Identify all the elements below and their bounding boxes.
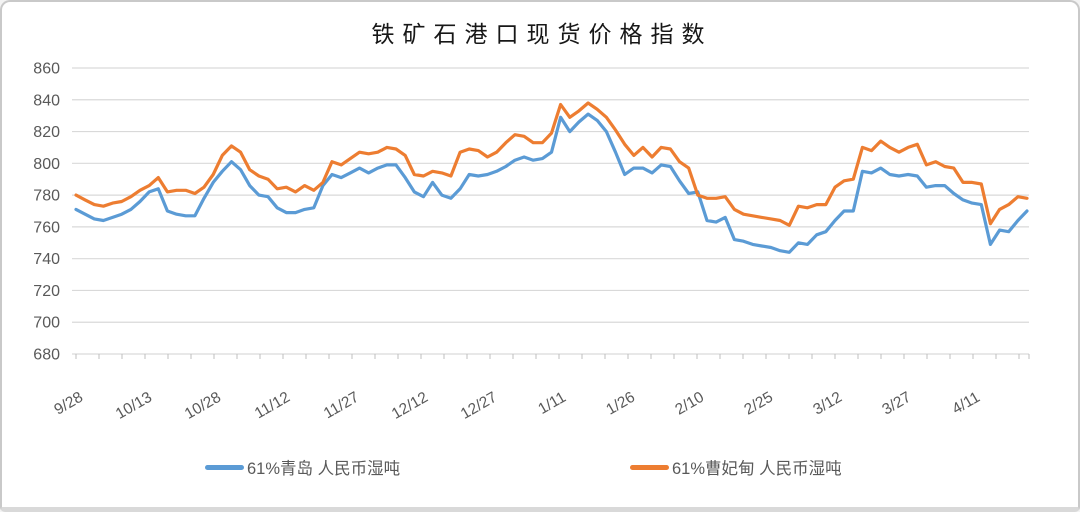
y-tick-label: 820 (33, 124, 60, 141)
x-axis-labels: 9/28 10/13 10/28 11/12 11/27 12/12 12/27 1/11 1/… (51, 389, 983, 423)
y-tick-label: 780 (33, 188, 60, 205)
x-tick-label: 12/12 (389, 389, 431, 423)
legend-item-caofeidian: 61%曹妃甸 人民币湿吨 (630, 454, 842, 480)
y-tick-label: 760 (33, 219, 60, 236)
x-tick-label: 11/27 (321, 389, 362, 423)
legend-label-qingdao: 61%青岛 人民币湿吨 (247, 460, 401, 478)
series-line-qingdao (74, 112, 1029, 254)
chart-title: 铁矿石港口现货价格指数 (371, 22, 713, 47)
legend-label-caofeidian: 61%曹妃甸 人民币湿吨 (672, 460, 842, 478)
x-tick-label: 4/11 (949, 389, 983, 418)
y-tick-label: 700 (33, 315, 60, 332)
legend-item-qingdao: 61%青岛 人民币湿吨 (205, 454, 400, 480)
gridlines (72, 67, 1029, 355)
y-tick-label: 800 (33, 156, 60, 173)
y-tick-label: 860 (33, 61, 60, 78)
qingdao-series-swatch (205, 464, 244, 470)
x-tick-label: 11/12 (252, 389, 293, 423)
y-tick-label: 720 (33, 283, 60, 300)
y-tick-label: 840 (33, 92, 60, 109)
x-tick-label: 1/11 (535, 389, 569, 418)
x-tick-label: 2/10 (672, 389, 707, 419)
x-tick-label: 12/27 (458, 389, 500, 423)
x-tick-label: 9/28 (51, 389, 86, 419)
chart-legend: 61%青岛 人民币湿吨 61%曹妃甸 人民币湿吨 (2, 454, 1078, 484)
caofeidian-series-swatch (630, 464, 669, 470)
y-axis-labels: 860 840 820 800 780 760 740 720 700 680 (33, 61, 60, 364)
series-line-caofeidian (74, 101, 1029, 227)
x-tick-label: 1/26 (603, 389, 638, 419)
x-axis-ticks (75, 354, 1030, 359)
x-tick-label: 2/25 (741, 389, 776, 419)
x-tick-label: 10/28 (182, 389, 224, 423)
x-tick-label: 3/12 (810, 389, 845, 419)
x-tick-label: 3/27 (879, 389, 914, 419)
y-tick-label: 740 (33, 251, 60, 268)
y-tick-label: 680 (33, 347, 60, 364)
x-tick-label: 10/13 (113, 389, 155, 423)
